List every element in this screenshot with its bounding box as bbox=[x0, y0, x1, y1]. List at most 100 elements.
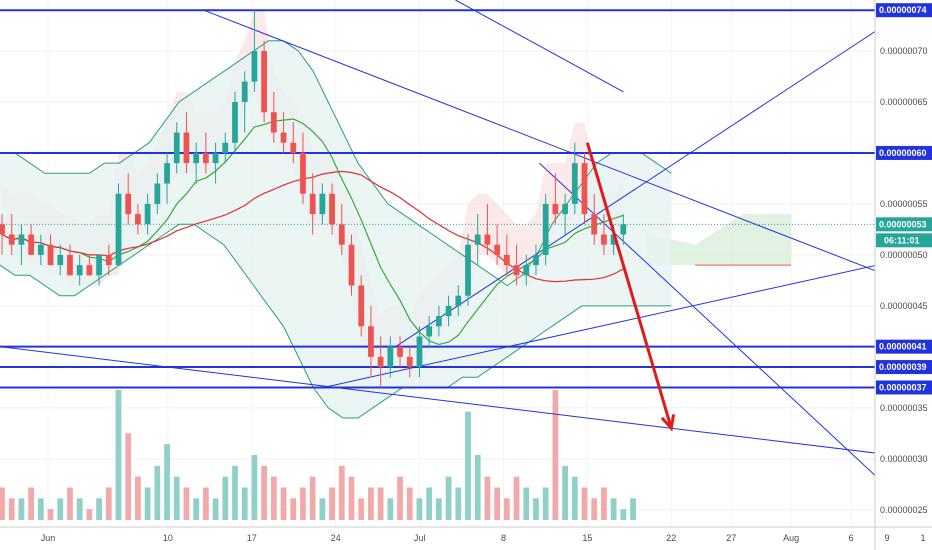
volume-bar bbox=[358, 498, 365, 520]
candle-body bbox=[57, 254, 64, 266]
volume-bar bbox=[309, 476, 316, 520]
candle-body bbox=[290, 142, 297, 153]
volume-bar bbox=[37, 498, 44, 520]
volume-bar bbox=[144, 487, 151, 520]
volume-bar bbox=[581, 487, 588, 520]
candle-body bbox=[387, 346, 394, 368]
volume-bar bbox=[377, 487, 384, 520]
candle-body bbox=[309, 193, 316, 215]
x-tick-label: 17 bbox=[247, 533, 257, 543]
y-tick-label: 0.00000055 bbox=[880, 199, 928, 209]
trendline[interactable] bbox=[0, 346, 924, 460]
candle-body bbox=[76, 265, 83, 276]
candle-body bbox=[193, 152, 200, 164]
volume-bar bbox=[222, 476, 229, 520]
volume-bar bbox=[387, 498, 394, 520]
candle-body bbox=[581, 163, 588, 215]
candle-body bbox=[484, 234, 491, 245]
volume-bar bbox=[96, 498, 102, 520]
candle-body bbox=[610, 234, 617, 245]
candle-body bbox=[270, 112, 277, 133]
x-tick-label: 9 bbox=[885, 533, 890, 543]
candle-body bbox=[455, 295, 462, 306]
y-tick-label: 0.00000025 bbox=[880, 505, 928, 515]
candle-body bbox=[319, 193, 326, 215]
candle-body bbox=[358, 285, 365, 327]
trendlines[interactable] bbox=[0, 0, 924, 521]
volume-bar bbox=[164, 444, 170, 520]
candle-body bbox=[261, 50, 268, 113]
candle-body bbox=[348, 244, 355, 286]
candle-body bbox=[86, 265, 93, 276]
price-level-badge bbox=[876, 3, 932, 18]
candle-body bbox=[397, 346, 403, 357]
volume-bar bbox=[630, 498, 636, 520]
price-level-badge bbox=[876, 339, 932, 354]
candles bbox=[0, 10, 627, 388]
volume-bar bbox=[474, 455, 481, 520]
candle-body bbox=[329, 193, 335, 225]
forecast-arrow-head bbox=[660, 414, 676, 432]
price-level-label: 0.00000039 bbox=[879, 362, 927, 372]
volume-bar bbox=[503, 498, 510, 520]
volume-bar bbox=[601, 487, 607, 520]
volume-bar bbox=[212, 498, 219, 520]
candle-body bbox=[406, 356, 413, 368]
cloud-bull-area bbox=[647, 214, 792, 266]
candle-body bbox=[377, 356, 384, 368]
price-level-badge bbox=[876, 380, 932, 395]
volume-bar bbox=[115, 390, 122, 520]
candle-body bbox=[115, 193, 122, 266]
volume-bar bbox=[270, 476, 277, 520]
candle-body bbox=[338, 224, 345, 245]
x-tick-label: 8 bbox=[501, 533, 506, 543]
horizontal-levels[interactable] bbox=[0, 9, 875, 389]
candle-body bbox=[368, 326, 374, 357]
volume-bar bbox=[542, 487, 549, 520]
candle-body bbox=[241, 81, 248, 102]
x-tick-label: 22 bbox=[666, 533, 676, 543]
volume-bar bbox=[552, 390, 559, 520]
trendline[interactable] bbox=[395, 0, 924, 348]
volume-bar bbox=[57, 498, 64, 520]
volume-bar bbox=[329, 487, 335, 520]
volume-bar bbox=[232, 465, 238, 520]
volume-bar bbox=[436, 498, 442, 520]
price-level-label: 0.00000037 bbox=[879, 382, 927, 392]
volume-bar bbox=[193, 498, 200, 520]
price-level-badge bbox=[876, 145, 932, 160]
y-tick-label: 0.00000035 bbox=[880, 403, 928, 413]
trendline[interactable] bbox=[203, 9, 888, 276]
volume-bar bbox=[241, 487, 248, 520]
x-tick-label: 6 bbox=[849, 533, 854, 543]
candle-body bbox=[154, 183, 161, 204]
candle-body bbox=[620, 224, 627, 235]
y-tick-label: 0.00000050 bbox=[880, 250, 928, 260]
candle-body bbox=[125, 193, 132, 215]
candle-body bbox=[173, 132, 180, 164]
volume-bar bbox=[8, 498, 15, 520]
candle-body bbox=[513, 265, 520, 276]
candle-body bbox=[552, 203, 559, 215]
candle-body bbox=[474, 234, 481, 245]
candle-body bbox=[426, 326, 433, 337]
volume-bar bbox=[494, 487, 501, 520]
candle-body bbox=[28, 234, 35, 255]
volume-bar bbox=[0, 487, 5, 520]
candle-body bbox=[105, 254, 112, 266]
candle-body bbox=[601, 234, 607, 245]
price-level-label: 0.00000060 bbox=[879, 148, 927, 158]
forecast-arrow[interactable] bbox=[585, 142, 676, 432]
candle-body bbox=[37, 244, 44, 255]
trendline[interactable] bbox=[539, 162, 924, 521]
forecast-arrow-shaft[interactable] bbox=[585, 142, 673, 429]
price-axis-panel bbox=[875, 0, 932, 550]
trendline[interactable] bbox=[455, 0, 624, 93]
trendline[interactable] bbox=[323, 254, 924, 388]
candle-body bbox=[436, 316, 442, 327]
volume-bar bbox=[348, 476, 355, 520]
volume-bar bbox=[426, 487, 433, 520]
